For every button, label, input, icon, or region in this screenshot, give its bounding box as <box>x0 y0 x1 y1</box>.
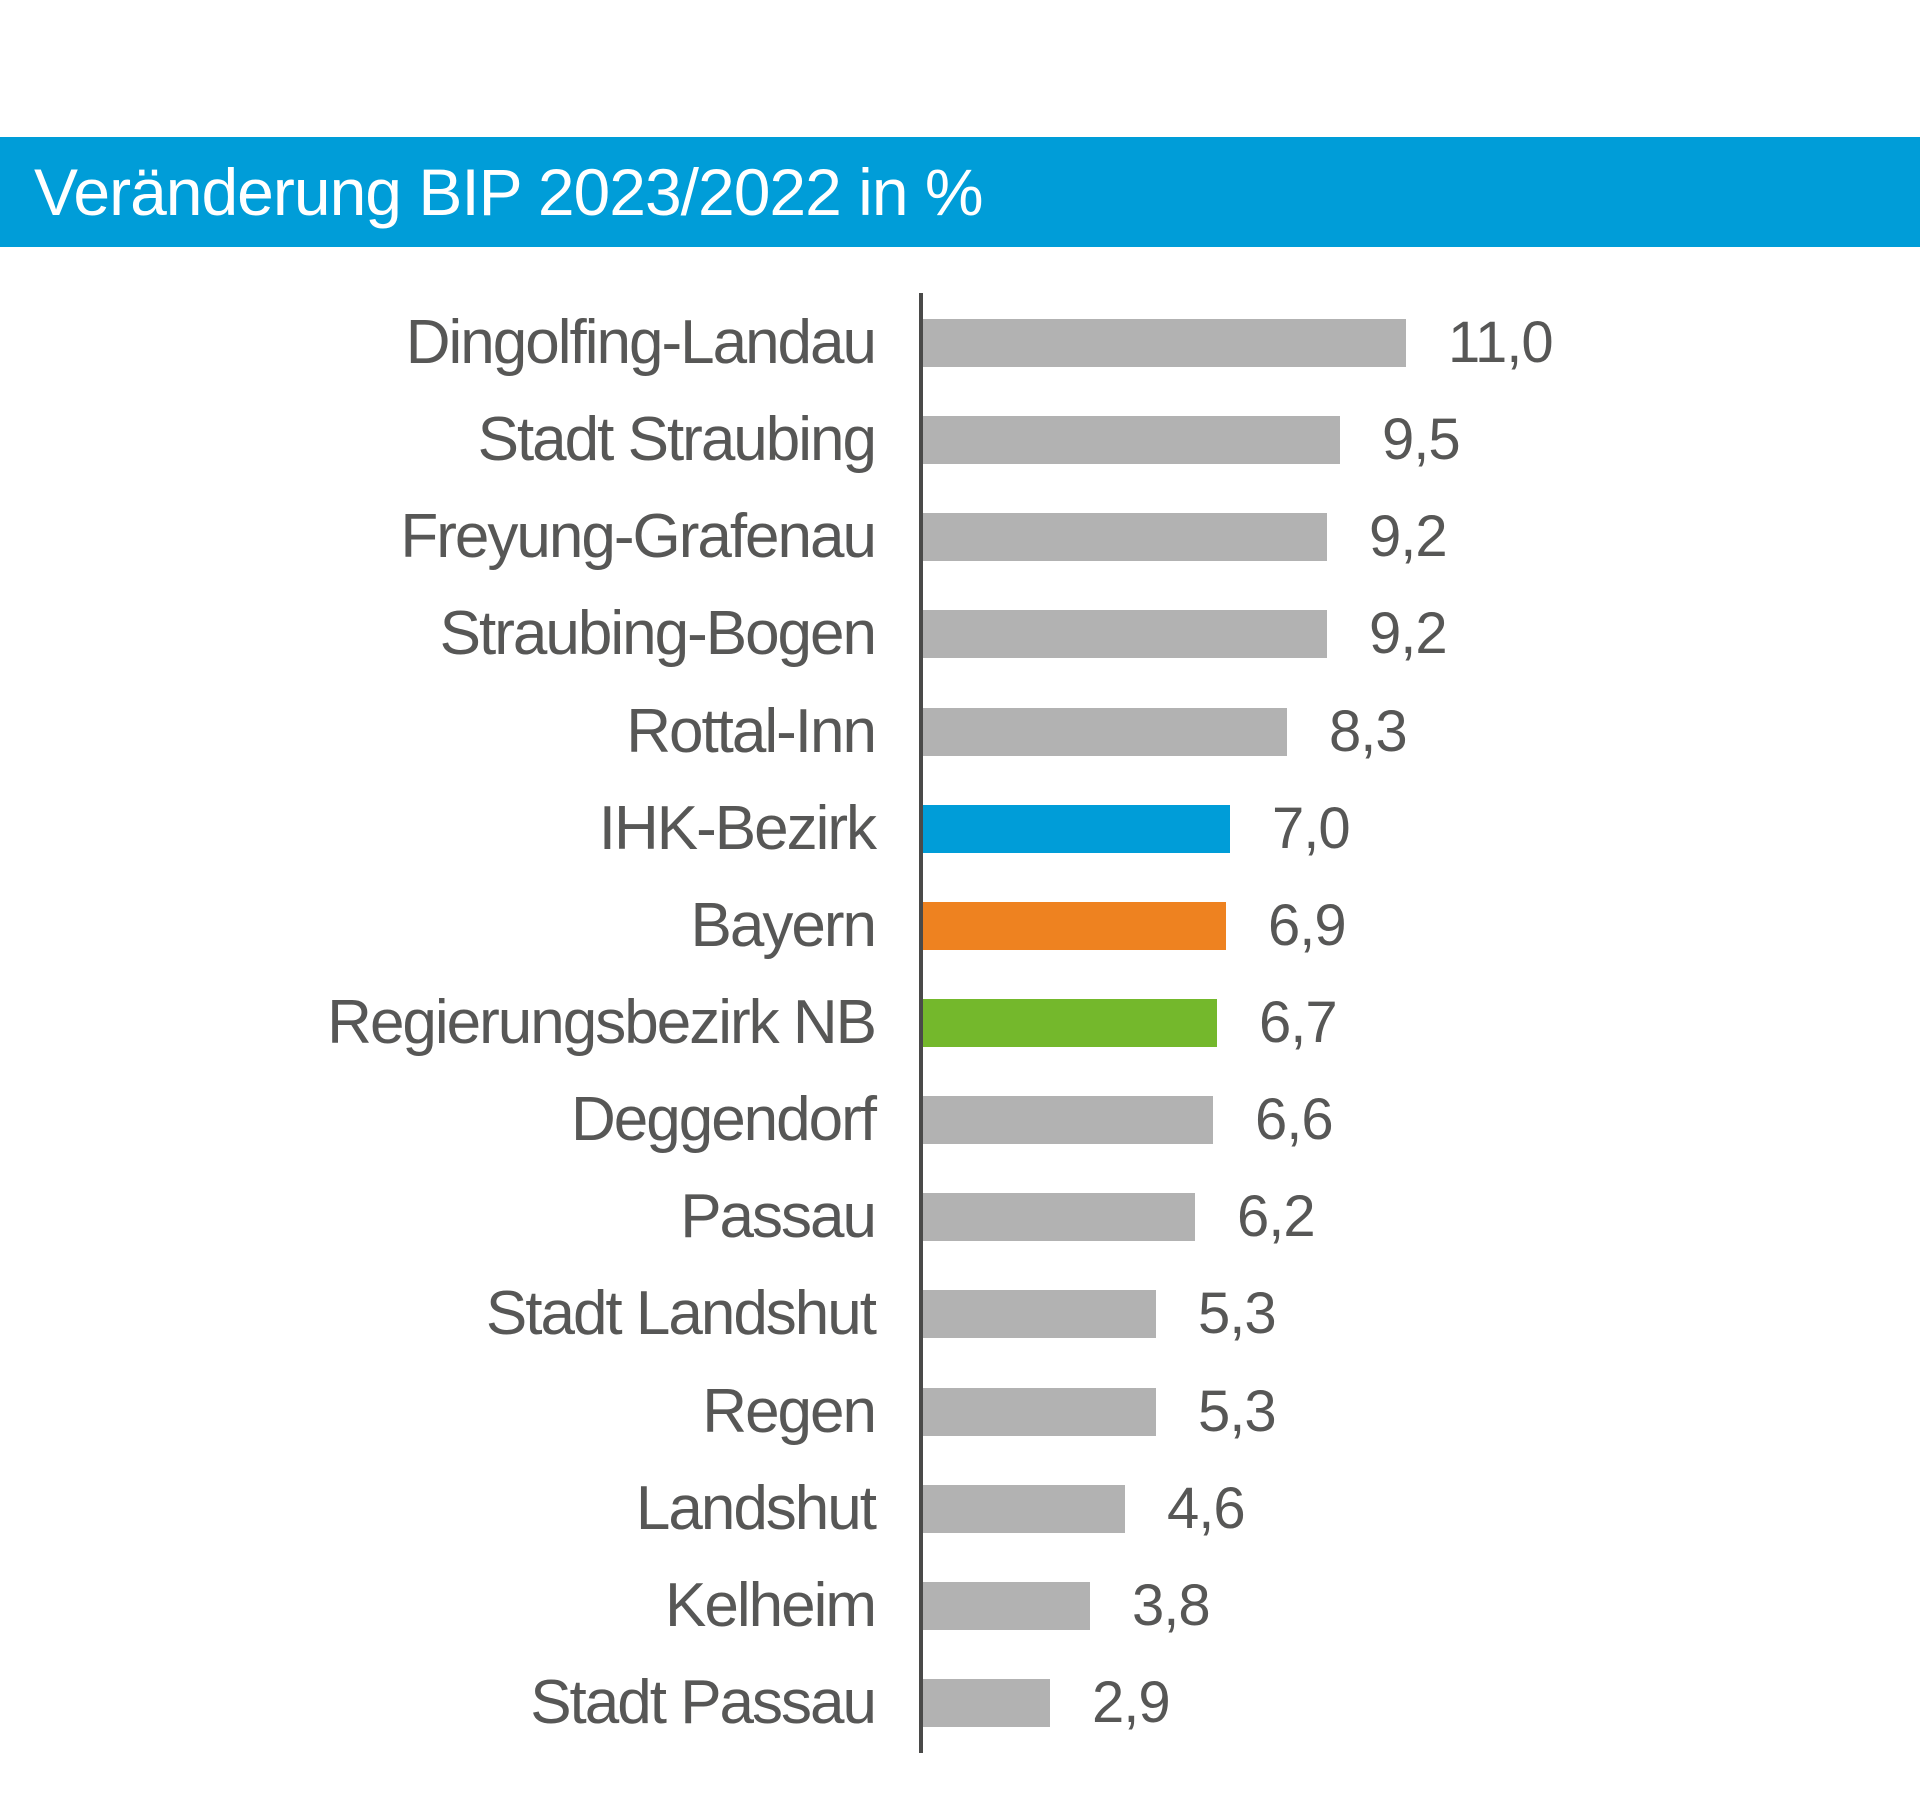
value-label: 5,3 <box>1198 1379 1277 1444</box>
category-label: Dingolfing-Landau <box>405 308 877 377</box>
chart-title: Veränderung BIP 2023/2022 in % <box>34 155 984 229</box>
category-label: Bayern <box>690 891 877 960</box>
chart-row: Straubing-Bogen 9,2 <box>0 599 1920 668</box>
bar <box>923 902 1226 950</box>
title-band: Veränderung BIP 2023/2022 in % <box>0 137 1920 247</box>
value-label: 5,3 <box>1198 1281 1277 1346</box>
chart-row: Rottal-Inn 8,3 <box>0 697 1920 766</box>
chart-row: Stadt Landshut 5,3 <box>0 1279 1920 1348</box>
bar <box>923 1388 1156 1436</box>
value-label: 8,3 <box>1329 699 1408 764</box>
category-label: Regierungsbezirk NB <box>327 988 877 1057</box>
value-label: 2,9 <box>1092 1670 1171 1735</box>
bar <box>923 805 1230 853</box>
value-label: 9,2 <box>1369 504 1448 569</box>
category-label: IHK-Bezirk <box>598 794 877 863</box>
value-label: 9,5 <box>1382 407 1461 472</box>
chart-row: Passau 6,2 <box>0 1182 1920 1251</box>
value-label: 6,2 <box>1237 1184 1316 1249</box>
value-label: 9,2 <box>1369 601 1448 666</box>
value-label: 3,8 <box>1132 1573 1211 1638</box>
bar <box>923 513 1327 561</box>
chart-row: IHK-Bezirk 7,0 <box>0 794 1920 863</box>
bar <box>923 416 1340 464</box>
bar <box>923 1679 1050 1727</box>
value-label: 6,9 <box>1268 893 1347 958</box>
chart-row: Stadt Passau 2,9 <box>0 1668 1920 1737</box>
category-label: Stadt Straubing <box>477 405 877 474</box>
bar <box>923 708 1287 756</box>
chart-row: Bayern 6,9 <box>0 891 1920 960</box>
bar <box>923 1582 1090 1630</box>
category-label: Stadt Landshut <box>485 1279 877 1348</box>
category-label: Kelheim <box>665 1571 877 1640</box>
value-label: 4,6 <box>1167 1476 1246 1541</box>
category-label: Regen <box>702 1377 877 1446</box>
value-label: 11,0 <box>1448 310 1554 375</box>
y-axis-line <box>919 293 923 1753</box>
chart-row: Stadt Straubing 9,5 <box>0 405 1920 474</box>
category-label: Rottal-Inn <box>626 697 877 766</box>
bar <box>923 610 1327 658</box>
chart-row: Regen 5,3 <box>0 1377 1920 1446</box>
chart-row: Landshut 4,6 <box>0 1474 1920 1543</box>
bar <box>923 1290 1156 1338</box>
bar <box>923 1193 1195 1241</box>
value-label: 6,7 <box>1259 990 1338 1055</box>
bar <box>923 1485 1125 1533</box>
bar <box>923 999 1217 1047</box>
value-label: 6,6 <box>1255 1087 1334 1152</box>
category-label: Passau <box>680 1182 877 1251</box>
value-label: 7,0 <box>1272 796 1351 861</box>
category-label: Freyung-Grafenau <box>400 502 877 571</box>
category-label: Deggendorf <box>570 1085 877 1154</box>
category-label: Landshut <box>635 1474 877 1543</box>
chart-row: Deggendorf 6,6 <box>0 1085 1920 1154</box>
chart-row: Kelheim 3,8 <box>0 1571 1920 1640</box>
bar <box>923 1096 1213 1144</box>
chart-row: Dingolfing-Landau 11,0 <box>0 308 1920 377</box>
chart-row: Regierungsbezirk NB 6,7 <box>0 988 1920 1057</box>
category-label: Straubing-Bogen <box>439 599 877 668</box>
category-label: Stadt Passau <box>530 1668 877 1737</box>
bar <box>923 319 1406 367</box>
chart-row: Freyung-Grafenau 9,2 <box>0 502 1920 571</box>
